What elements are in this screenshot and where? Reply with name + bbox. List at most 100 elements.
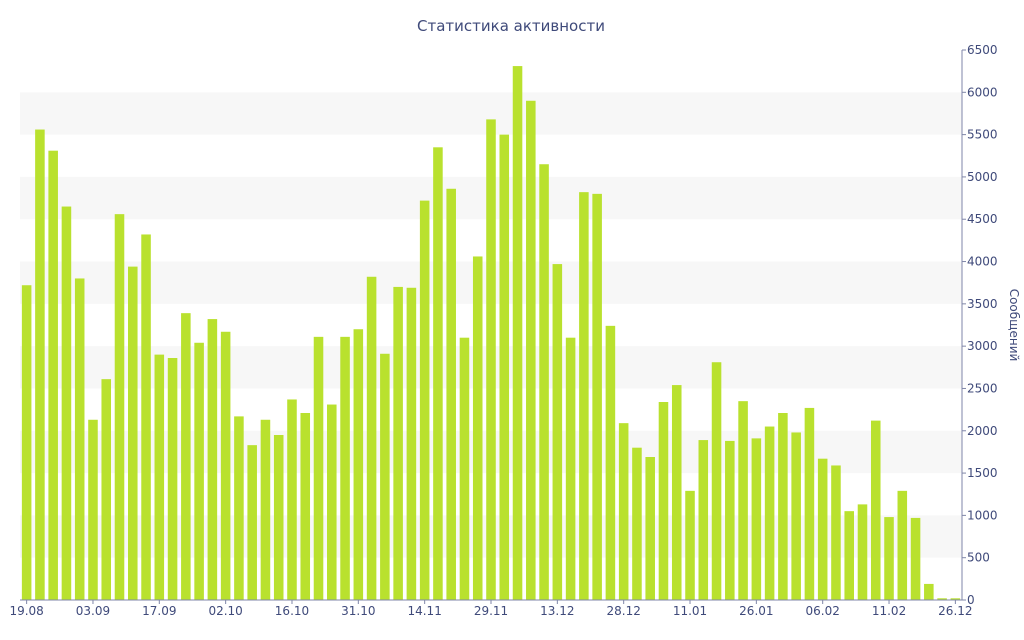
bar <box>512 66 523 600</box>
bar <box>114 214 125 600</box>
x-axis-ticks: 19.08 03.09 17.09 02.10 16.10 31.10 14.11 29.11… <box>9 600 973 618</box>
bar <box>539 164 549 601</box>
bar <box>778 413 788 600</box>
bar <box>817 458 828 600</box>
bar <box>937 598 947 600</box>
y-tick-label: 500 <box>967 551 990 565</box>
bar <box>459 337 470 600</box>
bar <box>340 336 350 600</box>
bar <box>433 147 443 600</box>
bar <box>499 134 510 600</box>
x-tick-label: 19.08 <box>9 604 43 618</box>
x-tick-label: 26.12 <box>938 604 972 618</box>
bar <box>870 420 881 600</box>
bar <box>35 129 45 601</box>
bar <box>565 337 576 600</box>
bar <box>725 440 735 600</box>
y-tick-label: 2500 <box>967 381 998 395</box>
y-tick-label: 6500 <box>967 43 998 57</box>
bar <box>857 504 868 600</box>
bars-group <box>21 66 961 601</box>
bar <box>141 234 151 600</box>
x-tick-label: 31.10 <box>341 604 375 618</box>
bar <box>181 313 191 600</box>
bar <box>74 278 85 600</box>
bar <box>618 423 629 600</box>
bar <box>220 331 231 600</box>
bar <box>154 354 165 600</box>
bar <box>844 511 854 600</box>
bar <box>472 256 483 600</box>
bar <box>764 426 775 600</box>
bar <box>48 150 58 600</box>
bar <box>910 517 921 600</box>
y-axis-label: Сообщений <box>1007 289 1021 362</box>
y-tick-label: 5500 <box>967 128 998 142</box>
bar <box>605 325 616 600</box>
bar <box>791 432 801 600</box>
bar <box>419 200 430 600</box>
bar <box>88 419 98 600</box>
bar <box>393 286 403 600</box>
bar <box>273 435 284 600</box>
bar <box>327 404 337 600</box>
bar <box>526 100 536 601</box>
bar <box>260 419 271 600</box>
bar <box>353 329 364 600</box>
bar <box>380 353 390 600</box>
y-tick-label: 0 <box>967 593 975 607</box>
bar <box>685 490 695 600</box>
bar <box>698 440 709 600</box>
y-tick-label: 1500 <box>967 466 998 480</box>
x-tick-label: 28.12 <box>606 604 640 618</box>
x-tick-label: 26.01 <box>739 604 773 618</box>
x-tick-label: 14.11 <box>407 604 441 618</box>
bar <box>167 358 178 600</box>
bar <box>366 276 377 600</box>
y-tick-label: 1000 <box>967 508 998 522</box>
x-tick-label: 11.01 <box>673 604 707 618</box>
bar <box>804 407 815 600</box>
y-tick-label: 5000 <box>967 170 998 184</box>
bar <box>194 342 204 600</box>
bar <box>446 188 456 600</box>
bar <box>738 401 748 600</box>
x-tick-label: 13.12 <box>540 604 574 618</box>
bar <box>234 416 244 600</box>
x-tick-label: 03.09 <box>76 604 110 618</box>
y-tick-label: 6000 <box>967 85 998 99</box>
chart-title: Статистика активности <box>417 17 605 35</box>
x-tick-label: 17.09 <box>142 604 176 618</box>
bar <box>486 119 496 600</box>
bar <box>287 399 297 600</box>
bar <box>101 379 112 600</box>
x-tick-label: 02.10 <box>208 604 242 618</box>
bar <box>313 336 324 600</box>
y-tick-label: 3000 <box>967 339 998 353</box>
bar <box>579 192 589 600</box>
bar <box>950 598 961 600</box>
bar <box>300 413 311 600</box>
y-tick-label: 2000 <box>967 424 998 438</box>
bar <box>884 517 894 600</box>
bar <box>924 583 934 600</box>
bar <box>406 287 417 600</box>
x-tick-label: 06.02 <box>806 604 840 618</box>
bar <box>552 264 563 600</box>
bar <box>592 193 602 600</box>
x-tick-label: 11.02 <box>872 604 906 618</box>
bar <box>21 285 32 600</box>
x-tick-label: 16.10 <box>275 604 309 618</box>
bar <box>247 445 257 600</box>
y-tick-label: 4500 <box>967 212 998 226</box>
bar <box>645 457 655 600</box>
bar <box>207 319 218 600</box>
bar <box>897 490 908 600</box>
x-tick-label: 29.11 <box>474 604 508 618</box>
bar <box>711 362 722 600</box>
bar <box>128 266 138 600</box>
bar <box>751 438 762 600</box>
bar <box>658 402 669 600</box>
y-axis-ticks: 0 500 1000 1500 2000 2500 3000 3500 4000 4500 5000… <box>962 43 998 607</box>
